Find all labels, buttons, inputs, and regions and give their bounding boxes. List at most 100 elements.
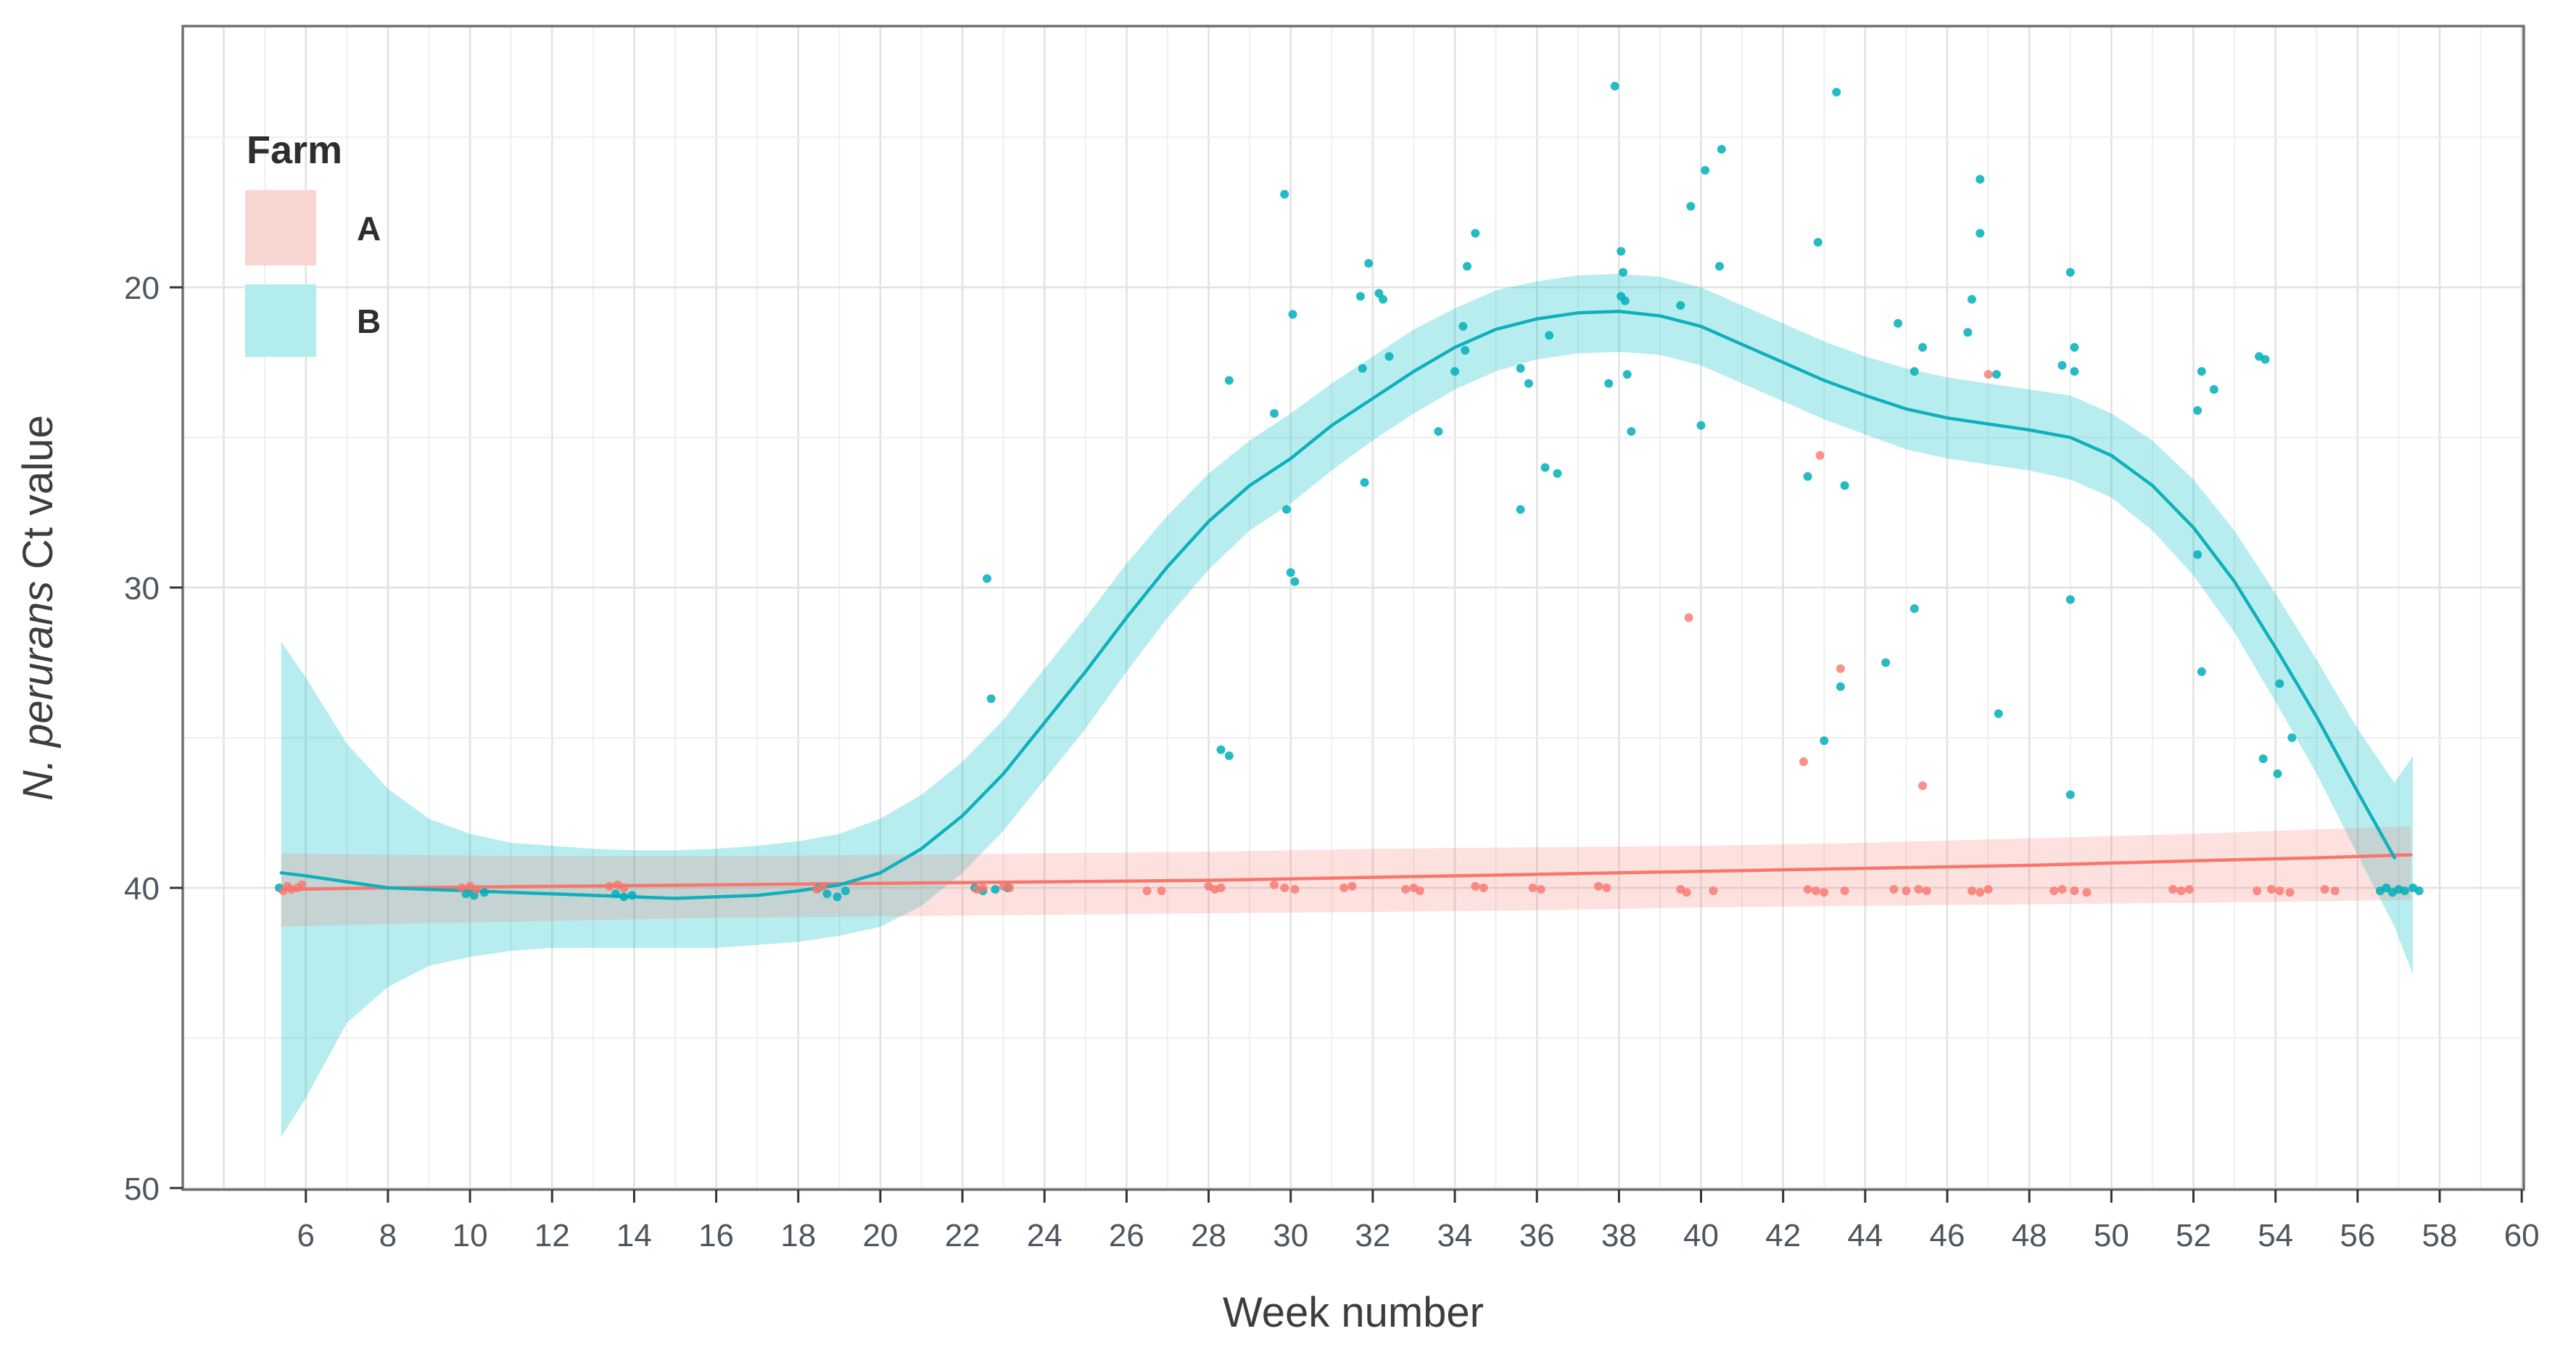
- farm-a-point: [2168, 885, 2178, 894]
- farm-b-point: [2209, 384, 2218, 394]
- farm-a-point: [2285, 888, 2295, 897]
- farm-a-point: [1914, 885, 1923, 894]
- farm-b-point: [1701, 165, 1710, 175]
- farm-a-point: [2320, 885, 2329, 894]
- farm-b-point: [619, 892, 629, 902]
- farm-b-point: [1832, 88, 1841, 97]
- farm-b-point: [1224, 376, 1234, 385]
- farm-b-point: [1820, 736, 1829, 746]
- farm-b-point: [1991, 370, 2001, 379]
- farm-a-point: [1594, 881, 1603, 891]
- x-axis-tick-label: 14: [616, 1218, 652, 1253]
- farm-b-point: [1516, 363, 1525, 373]
- farm-a-point: [1983, 370, 1993, 379]
- farm-b-point: [2261, 355, 2270, 364]
- farm-a-point: [1290, 885, 1300, 894]
- farm-a-point: [1216, 883, 1226, 892]
- farm-b-point: [1686, 202, 1696, 211]
- plot-panel: [183, 26, 2524, 1190]
- farm-b-point: [2065, 268, 2075, 277]
- x-axis-tick-label: 40: [1683, 1218, 1719, 1253]
- farm-a-point: [1709, 886, 1718, 896]
- panel-border: [181, 25, 2525, 1191]
- farm-b-point: [1803, 471, 1812, 481]
- farm-b-point: [1471, 228, 1480, 238]
- farm-a-point: [1967, 886, 1976, 896]
- farm-b-point: [1976, 228, 1985, 238]
- farm-b-point: [2070, 367, 2079, 376]
- farm-a-point: [1415, 886, 1424, 896]
- farm-a-point: [1811, 886, 1820, 896]
- farm-b-point: [1676, 300, 1685, 310]
- farm-b-point: [986, 694, 996, 704]
- farm-b-point: [2382, 883, 2391, 892]
- farm-b-point: [841, 886, 850, 896]
- farm-b-point: [991, 885, 1000, 894]
- farm-b-point: [1364, 259, 1374, 268]
- farm-a-point: [1479, 883, 1488, 892]
- farm-a-point: [1401, 885, 1411, 894]
- farm-b-point: [1717, 144, 1726, 154]
- farm-b-point: [1840, 481, 1849, 490]
- farm-b-point: [983, 574, 992, 583]
- farm-b-point: [1282, 505, 1292, 514]
- farm-b-point: [1524, 379, 1533, 388]
- farm-b-point: [2193, 405, 2203, 415]
- farm-b-point: [1617, 247, 1626, 256]
- farm-a-point: [1815, 450, 1825, 460]
- farm-a-point: [1836, 664, 1845, 673]
- farm-b-point: [1360, 478, 1369, 487]
- farm-a-point: [1922, 886, 1931, 896]
- farm-a-point: [2082, 888, 2092, 897]
- farm-b-point: [1963, 328, 1973, 337]
- farm-a-point: [297, 880, 307, 889]
- farm-b-point: [1450, 367, 1460, 376]
- farm-a-point: [1157, 886, 1166, 896]
- y-axis-tick-label: 20: [124, 271, 160, 306]
- farm-a-point: [1799, 757, 1808, 767]
- farm-b-point: [1813, 238, 1822, 247]
- farm-b-point: [2057, 361, 2067, 370]
- farm-b-point: [1280, 189, 1289, 199]
- x-axis-tick-label: 60: [2504, 1218, 2540, 1253]
- farm-b-point: [1604, 379, 1614, 388]
- x-axis-tick-label: 34: [1437, 1218, 1473, 1253]
- farm-a-point: [605, 881, 614, 891]
- farm-a-point: [2275, 886, 2284, 896]
- farm-b-point: [1216, 745, 1226, 754]
- farm-a-point: [1270, 880, 1279, 889]
- farm-b-point: [1910, 367, 1919, 376]
- x-axis-tick-label: 52: [2176, 1218, 2211, 1253]
- farm-b-point: [2273, 769, 2282, 778]
- farm-b-point: [1622, 370, 1632, 379]
- farm-b-point: [1458, 321, 1468, 331]
- x-axis-tick-label: 8: [379, 1218, 397, 1253]
- legend-swatch-a: [245, 190, 316, 265]
- farm-b-point: [2414, 886, 2424, 896]
- farm-b-point: [1894, 318, 1903, 328]
- farm-b-point: [833, 892, 842, 902]
- farm-b-point: [1379, 294, 1388, 304]
- x-axis-tick-label: 32: [1355, 1218, 1390, 1253]
- x-axis-tick-label: 6: [297, 1218, 315, 1253]
- farm-b-point: [1290, 577, 1300, 586]
- farm-a-point: [1684, 613, 1693, 622]
- farm-b-point: [1540, 463, 1550, 472]
- farm-a-point: [2070, 886, 2079, 896]
- farm-a-point: [2184, 885, 2194, 894]
- x-axis-tick-label: 28: [1191, 1218, 1226, 1253]
- legend-title: Farm: [247, 128, 342, 172]
- farm-b-point: [2065, 790, 2075, 799]
- x-axis-tick-label: 10: [453, 1218, 488, 1253]
- farm-b-point: [1976, 175, 1985, 184]
- farm-b-point: [1696, 421, 1706, 430]
- farm-b-point: [1910, 604, 1919, 614]
- farm-a-point: [1889, 885, 1899, 894]
- farm-a-points: [278, 370, 2340, 897]
- farm-a-point: [2267, 885, 2276, 894]
- farm-b-point: [1714, 262, 1724, 271]
- farm-b-point: [1553, 469, 1562, 478]
- farm-a-point: [1347, 881, 1357, 891]
- legend-label-a: A: [357, 210, 381, 247]
- farm-b-point: [1516, 505, 1525, 514]
